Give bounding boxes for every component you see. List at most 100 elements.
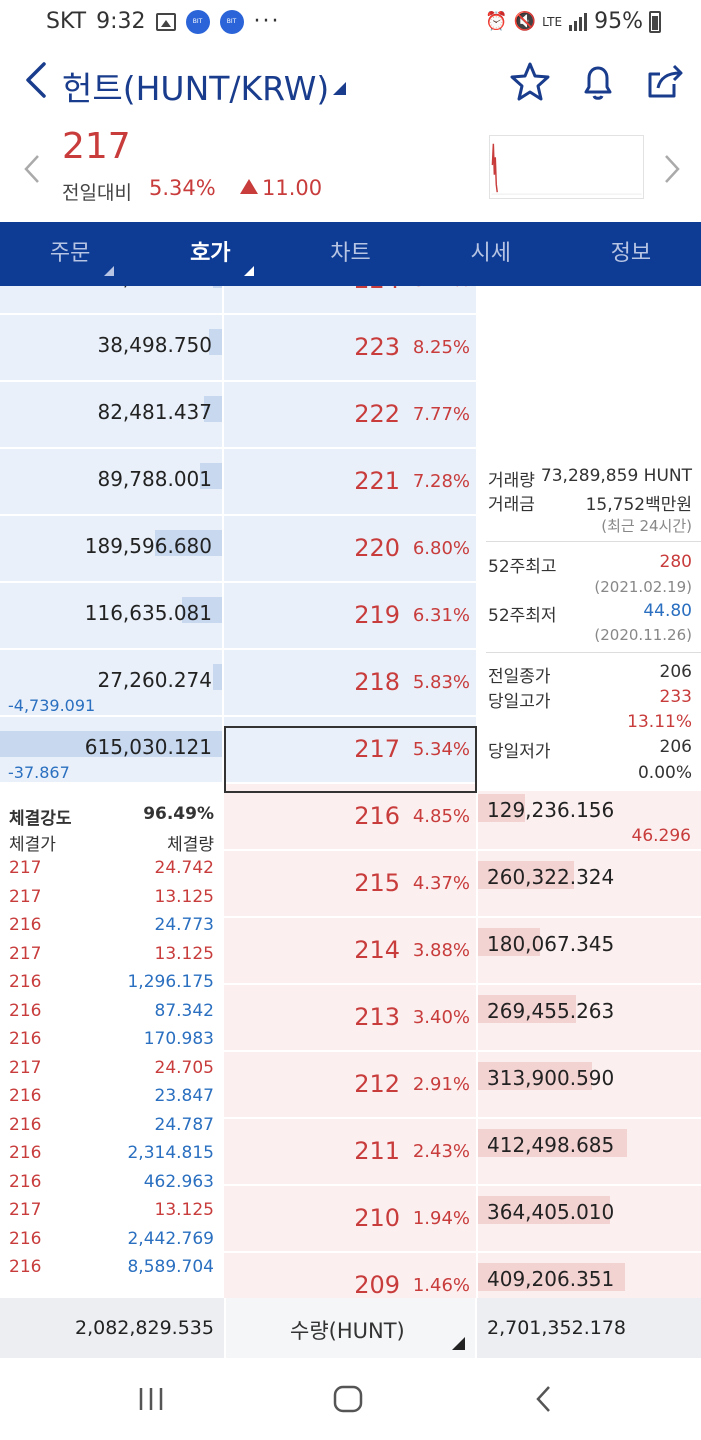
bid-row[interactable]: 212 2.91% 313,900.590: [0, 1052, 701, 1119]
tab-corner-icon: [244, 266, 255, 276]
bell-icon[interactable]: [576, 60, 620, 104]
prev-close-label: 전일종가: [488, 667, 551, 687]
star-icon[interactable]: [508, 60, 552, 104]
bid-volume-change: 46.296: [631, 826, 691, 846]
day-low-label: 당일저가: [488, 742, 551, 762]
ask-volume: 116,635.081: [84, 601, 212, 625]
trade-price: 217: [9, 943, 42, 964]
recent-apps-icon[interactable]: [136, 1382, 166, 1416]
mute-icon: 🔇: [513, 11, 537, 32]
tab-2[interactable]: 차트: [280, 222, 420, 286]
bid-price-cell[interactable]: 209 1.46%: [224, 1253, 476, 1298]
tab-label: 호가: [190, 241, 231, 266]
ask-price: 219: [354, 601, 400, 629]
bid-percent: 4.85%: [412, 806, 470, 827]
mini-price-chart[interactable]: [489, 135, 644, 199]
trade-price-header: 체결가: [9, 835, 56, 855]
bid-price-cell[interactable]: 214 3.88%: [224, 918, 476, 983]
bid-price: 210: [354, 1204, 400, 1232]
home-icon[interactable]: [331, 1382, 365, 1416]
bid-row[interactable]: 210 1.94% 364,405.010: [0, 1186, 701, 1253]
bid-volume: 412,498.685: [487, 1133, 615, 1157]
bid-percent: 3.40%: [412, 1007, 470, 1028]
more-notifications-icon: ···: [253, 9, 281, 34]
ask-price-cell[interactable]: 219 6.31%: [224, 583, 476, 648]
ask-price-cell[interactable]: 220 6.80%: [224, 516, 476, 581]
back-icon[interactable]: [532, 1382, 556, 1416]
trade-qty: 24.742: [154, 858, 214, 878]
bid-price-cell[interactable]: 212 2.91%: [224, 1052, 476, 1117]
bid-row[interactable]: 215 4.37% 260,322.324: [0, 851, 701, 918]
tab-1[interactable]: 호가: [140, 222, 280, 286]
ask-row[interactable]: 27,260.274 -4,739.091 218 5.83%: [0, 650, 701, 717]
bid-price-cell[interactable]: 213 3.40%: [224, 985, 476, 1050]
ask-row[interactable]: 38,498.750 223 8.25%: [0, 315, 701, 382]
status-bar: SKT 9:32 BIT BIT ··· ⏰ 🔇 LTE 95%: [0, 0, 701, 44]
ask-percent: 6.31%: [412, 605, 470, 626]
tab-4[interactable]: 정보: [561, 222, 701, 286]
network-type: LTE: [542, 14, 563, 29]
ask-volume: 89,788.001: [97, 467, 212, 491]
title-dropdown-icon[interactable]: [333, 82, 346, 95]
ask-row[interactable]: 64,434.802 224 8.74%: [0, 286, 701, 315]
orderbook: 209 1.46% 409,206.351 210 1.94% 364,405.010 21…: [0, 286, 701, 1298]
back-arrow-icon[interactable]: [18, 58, 58, 102]
ask-volume-cell: 38,498.750: [0, 315, 222, 380]
trade-qty: 87.342: [154, 1000, 214, 1021]
ask-volume-cell: 89,788.001: [0, 449, 222, 514]
next-coin-icon[interactable]: [662, 154, 682, 184]
ask-price-cell[interactable]: 221 7.28%: [224, 449, 476, 514]
strength-value: 96.49%: [143, 804, 214, 824]
low52-label: 52주최저: [488, 606, 557, 626]
bid-price-cell[interactable]: 210 1.94%: [224, 1186, 476, 1251]
battery-percent: 95%: [594, 9, 643, 34]
bid-row[interactable]: 214 3.88% 180,067.345: [0, 918, 701, 985]
trade-row: 216 23.847: [9, 1086, 214, 1114]
bid-volume-cell: 412,498.685: [478, 1119, 701, 1184]
bid-row[interactable]: 216 4.85% 129,236.156 46.296: [0, 784, 701, 851]
trade-price: 216: [9, 1086, 42, 1106]
unit-selector[interactable]: 수량(HUNT): [224, 1298, 477, 1358]
tab-0[interactable]: 주문: [0, 222, 140, 286]
bid-volume-bar: [478, 861, 574, 889]
trade-qty: 23.847: [154, 1086, 214, 1106]
bid-volume: 260,322.324: [487, 865, 615, 889]
bid-volume-bar: [478, 928, 540, 956]
prev-coin-icon[interactable]: [22, 154, 42, 184]
ask-price-cell[interactable]: 218 5.83%: [224, 650, 476, 715]
trade-row: 216 2,314.815: [9, 1143, 214, 1171]
trade-qty: 13.125: [154, 1200, 214, 1220]
ask-volume: 27,260.274: [97, 668, 212, 692]
bid-price-cell[interactable]: 215 4.37%: [224, 851, 476, 916]
high52-date: (2021.02.19): [594, 578, 692, 596]
day-low: 206: [659, 737, 692, 757]
ask-row[interactable]: 82,481.437 222 7.77%: [0, 382, 701, 449]
ask-volume-cell: 82,481.437: [0, 382, 222, 447]
bid-price: 216: [354, 802, 400, 830]
ask-price-cell[interactable]: 222 7.77%: [224, 382, 476, 447]
trade-row: 217 13.125: [9, 1200, 214, 1228]
battery-icon: [649, 10, 661, 33]
ask-price-cell[interactable]: 223 8.25%: [224, 315, 476, 380]
bid-volume-cell: 364,405.010: [478, 1186, 701, 1251]
share-icon[interactable]: [644, 60, 688, 104]
bid-price-cell[interactable]: 211 2.43%: [224, 1119, 476, 1184]
tab-3[interactable]: 시세: [421, 222, 561, 286]
bid-price-cell[interactable]: 216 4.85%: [224, 784, 476, 849]
trade-price: 216: [9, 1171, 42, 1192]
ask-price-cell[interactable]: 224 8.74%: [224, 286, 476, 313]
ask-row[interactable]: 116,635.081 219 6.31%: [0, 583, 701, 650]
ask-percent: 7.77%: [412, 404, 470, 425]
trade-qty: 13.125: [154, 943, 214, 964]
bid-row[interactable]: 213 3.40% 269,455.263: [0, 985, 701, 1052]
trade-amount: 15,752백만원: [585, 495, 692, 515]
trade-price: 216: [9, 1228, 42, 1249]
bid-percent: 4.37%: [412, 873, 470, 894]
bid-row[interactable]: 211 2.43% 412,498.685: [0, 1119, 701, 1186]
ask-volume-bar: [0, 731, 222, 757]
bid-row[interactable]: 209 1.46% 409,206.351: [0, 1253, 701, 1298]
ask-row[interactable]: 89,788.001 221 7.28%: [0, 449, 701, 516]
ask-row[interactable]: 189,596.680 220 6.80%: [0, 516, 701, 583]
app-notification-icon: BIT: [185, 9, 210, 34]
page-title[interactable]: 헌트(HUNT/KRW): [62, 69, 330, 108]
